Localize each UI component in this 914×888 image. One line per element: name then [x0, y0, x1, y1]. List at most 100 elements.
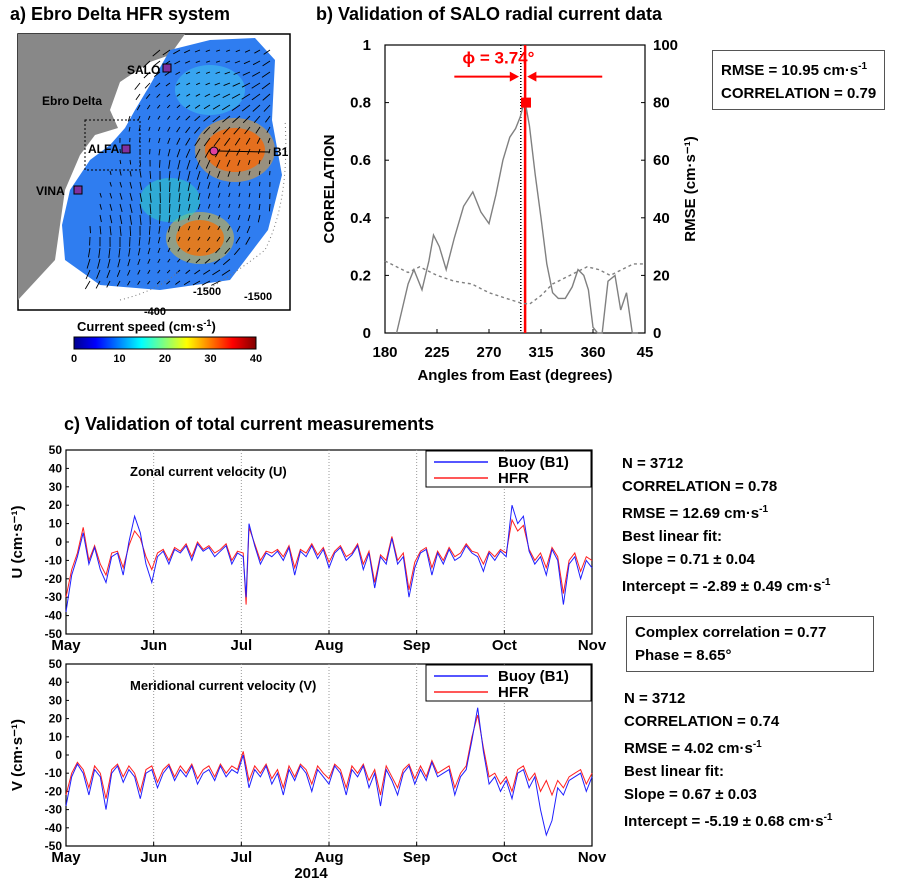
x-tick-label: May — [51, 849, 81, 866]
vector-arrow — [107, 258, 111, 269]
vector-arrow — [165, 82, 171, 87]
y-axis-label: U (cm·s⁻¹) — [9, 506, 26, 579]
vector-arrow — [195, 148, 201, 159]
vector-arrow — [241, 82, 251, 88]
y-axis-label: CORRELATION — [321, 135, 338, 244]
vector-arrow — [99, 192, 102, 198]
vector-arrow — [109, 181, 112, 187]
vector-arrow — [245, 236, 251, 245]
vector-arrow — [185, 269, 191, 274]
y-tick-label: -10 — [45, 553, 63, 567]
vector-arrow — [222, 115, 231, 123]
subplot-title: Meridional current velocity (V) — [130, 678, 316, 693]
x-tick-label: 270 — [476, 344, 501, 361]
vector-arrow — [168, 214, 171, 223]
y-tick-label: 0 — [55, 748, 62, 762]
vector-arrow — [109, 225, 112, 236]
zonal-stats: N = 3712 CORRELATION = 0.78 RMSE = 12.69… — [622, 452, 830, 598]
x-tick-label: Oct — [492, 637, 517, 654]
vector-arrow — [106, 269, 111, 279]
colorbar-tick: 20 — [159, 353, 171, 365]
legend-box — [425, 664, 592, 702]
vector-arrow — [268, 203, 271, 212]
vector-arrow — [186, 93, 191, 97]
vector-arrow — [227, 214, 231, 220]
x-tick-label: Nov — [578, 637, 607, 654]
vector-arrow — [87, 247, 91, 258]
vector-arrow — [261, 71, 271, 78]
panel-b-title: b) Validation of SALO radial current dat… — [316, 4, 663, 24]
x-axis-label: 2014 — [294, 865, 328, 882]
y-tick-label: -50 — [45, 627, 63, 641]
isobath-label: -1500 — [244, 291, 272, 303]
y2-tick-label: 20 — [653, 267, 670, 284]
vector-arrow — [204, 93, 211, 98]
vector-arrow — [157, 115, 161, 120]
y-tick-label: 40 — [49, 461, 63, 475]
vector-arrow — [197, 214, 201, 220]
vector-arrow — [258, 159, 261, 165]
colorbar — [73, 336, 257, 350]
vector-arrow — [233, 247, 241, 256]
vector-arrow — [99, 214, 102, 223]
vector-arrow — [258, 181, 261, 187]
colorbar-tick: 30 — [204, 353, 216, 365]
vector-arrow — [159, 159, 161, 168]
vector-arrow — [177, 258, 181, 263]
vector-arrow — [175, 280, 181, 285]
vector-arrow — [236, 148, 241, 156]
vector-arrow — [119, 225, 122, 236]
vector-arrow — [217, 170, 221, 178]
current-vector-arrows — [84, 49, 271, 290]
vector-arrow — [137, 258, 141, 266]
subplot-title: Zonal current velocity (U) — [130, 464, 287, 479]
vector-arrow — [139, 192, 143, 202]
isobath-label: -1500 — [193, 286, 221, 298]
vector-arrow — [176, 126, 181, 133]
vector-arrow — [195, 258, 201, 264]
vector-arrow — [216, 159, 221, 168]
vector-arrow — [169, 192, 171, 203]
x-tick-label: Sep — [403, 849, 431, 866]
vector-arrow — [129, 159, 132, 165]
y-tick-label: 30 — [49, 693, 63, 707]
vector-arrow — [148, 236, 151, 245]
vector-arrow — [178, 192, 181, 203]
vector-arrow — [158, 225, 161, 234]
meridional-correlation: CORRELATION = 0.74 — [624, 713, 780, 730]
vector-arrow — [244, 126, 251, 135]
vector-arrow — [138, 236, 141, 246]
radial-rmse: RMSE = 10.95 cm·s-1 — [721, 61, 868, 79]
vector-arrow — [187, 214, 191, 221]
vector-arrow — [207, 225, 211, 230]
vector-arrow — [157, 236, 161, 244]
y-tick-label: 20 — [49, 498, 63, 512]
x-tick-label: Jul — [230, 637, 252, 654]
vector-arrow — [119, 203, 123, 213]
vector-arrow — [157, 247, 161, 254]
vector-arrow — [218, 192, 221, 198]
vector-arrow — [234, 137, 241, 146]
vector-arrow — [84, 280, 91, 290]
y-tick-label: 0 — [55, 535, 62, 549]
vector-arrow — [129, 181, 133, 189]
vector-arrow — [266, 126, 271, 133]
radial-correlation: CORRELATION = 0.79 — [721, 85, 877, 102]
vector-arrow — [187, 170, 191, 181]
x-tick-label: Aug — [314, 637, 343, 654]
vector-arrow — [213, 137, 221, 147]
vector-arrow — [207, 236, 211, 241]
vector-arrow — [214, 82, 221, 86]
vector-arrow — [235, 236, 241, 244]
vector-arrow — [228, 181, 231, 187]
vector-arrow — [119, 181, 123, 188]
vector-arrow — [238, 181, 241, 187]
buoy-b1-marker — [209, 146, 219, 156]
vector-arrow — [228, 203, 231, 208]
vector-arrow — [129, 225, 132, 237]
vector-arrow — [203, 115, 211, 122]
legend-box — [425, 450, 592, 488]
series-line-hfr — [65, 518, 593, 605]
vector-arrow — [119, 214, 123, 225]
vector-arrow — [262, 60, 271, 67]
